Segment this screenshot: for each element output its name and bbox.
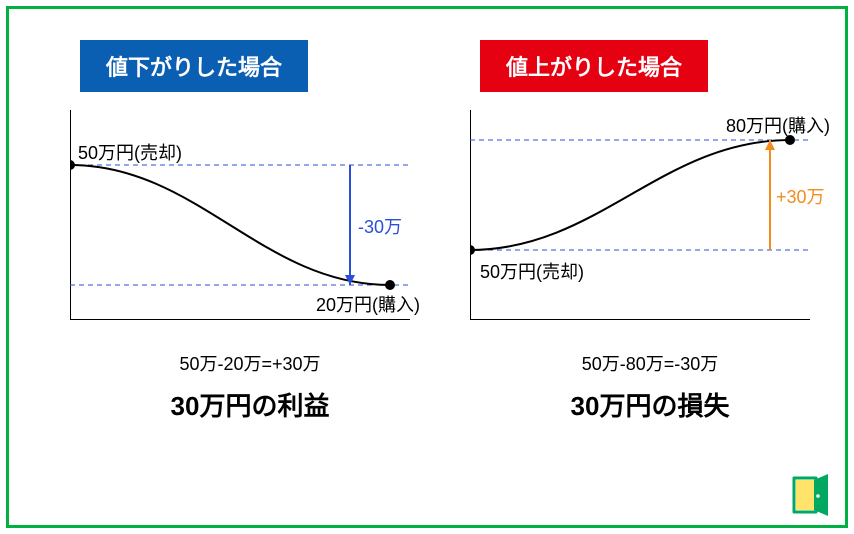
door-logo-icon — [786, 470, 832, 516]
calculation-down: 50万-20万=+30万 — [60, 350, 440, 376]
calculation-up: 50万-80万=-30万 — [460, 350, 840, 376]
result-up: 30万円の損失 — [460, 386, 840, 423]
start-point-label: 50万円(売却) — [480, 258, 584, 284]
start-point-label: 50万円(売却) — [78, 139, 182, 165]
panel-price-up: 値上がりした場合 50万円(売却) 80万円(購入) +30万 50万-80万=… — [460, 40, 840, 423]
title-price-down: 値下がりした場合 — [80, 40, 308, 92]
chart-price-up: 50万円(売却) 80万円(購入) +30万 — [470, 110, 810, 320]
delta-label-up: +30万 — [776, 183, 825, 209]
panel-price-down: 値下がりした場合 50万円(売却) 20万円(購入) -30万 50万-20万=… — [60, 40, 440, 423]
chart-svg-up — [470, 110, 810, 320]
chart-price-down: 50万円(売却) 20万円(購入) -30万 — [70, 110, 410, 320]
title-price-up: 値上がりした場合 — [480, 40, 708, 92]
end-point-label: 80万円(購入) — [726, 112, 830, 138]
result-down: 30万円の利益 — [60, 386, 440, 423]
end-point-label: 20万円(購入) — [316, 291, 420, 317]
delta-label-down: -30万 — [358, 213, 402, 239]
